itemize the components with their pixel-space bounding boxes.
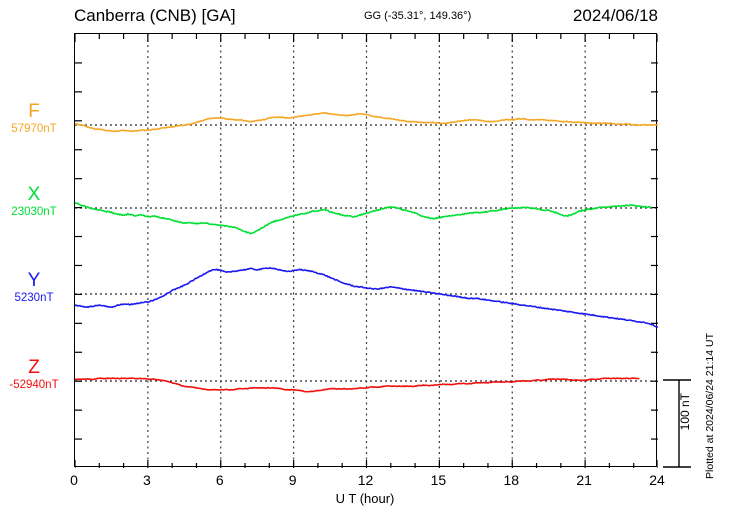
x-tick-label: 18	[503, 472, 520, 488]
left-axis-ticks	[75, 62, 82, 440]
component-letter-z: Z	[28, 357, 40, 378]
scale-bar-label: 100 nT	[678, 393, 692, 431]
component-letter-f: F	[28, 101, 40, 122]
scale-bar	[663, 379, 691, 468]
x-tick-label: 0	[70, 472, 78, 488]
observation-date: 2024/06/18	[572, 6, 658, 25]
data-traces	[75, 112, 658, 393]
component-letter-y: Y	[27, 270, 41, 291]
top-axis-ticks	[75, 34, 658, 42]
x-tick-label: 24	[649, 472, 665, 488]
component-label-z: Z -52940nT	[0, 358, 68, 392]
right-axis-ticks	[651, 62, 658, 440]
component-label-x: X 23030nT	[0, 185, 68, 219]
component-label-f: F 57970nT	[0, 102, 68, 136]
station-title: Canberra (CNB) [GA]	[74, 6, 236, 25]
geographic-coordinates: GG (-35.31°, 149.36°)	[364, 10, 472, 22]
component-value-z: -52940nT	[9, 379, 59, 391]
plotted-at-timestamp: Plotted at 2024/06/24 21:14 UT	[704, 333, 716, 479]
component-value-y: 5230nT	[14, 292, 54, 304]
x-tick-label: 15	[430, 472, 447, 488]
x-tick-label: 12	[357, 472, 374, 488]
x-tick-label: 3	[142, 472, 151, 488]
component-label-y: Y 5230nT	[0, 271, 68, 305]
plot-area	[74, 33, 658, 468]
vertical-gridlines	[147, 34, 586, 468]
x-tick-label: 21	[576, 472, 592, 488]
bottom-axis-ticks	[75, 460, 658, 468]
x-tick-label: 6	[215, 472, 224, 488]
baseline-reference-lines	[75, 124, 658, 382]
x-tick-label: 9	[288, 472, 297, 488]
component-value-f: 57970nT	[11, 123, 57, 135]
x-axis-title: U T (hour)	[335, 491, 395, 506]
plot-canvas	[75, 34, 658, 468]
component-letter-x: X	[27, 184, 41, 205]
component-value-x: 23030nT	[11, 206, 57, 218]
